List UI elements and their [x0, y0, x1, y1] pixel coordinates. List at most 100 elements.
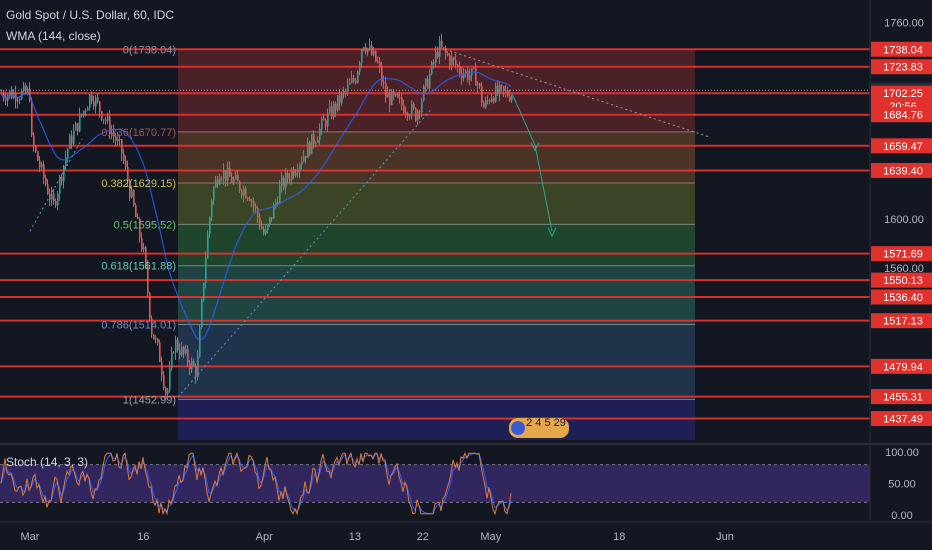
- candle-body: [499, 85, 501, 94]
- price-tag-text-3: 1702.25: [883, 88, 923, 100]
- candle-body: [293, 169, 295, 176]
- fib-zone-3: [178, 224, 695, 266]
- candle-body: [319, 128, 321, 140]
- candle-body: [19, 98, 21, 101]
- candle-body: [251, 200, 253, 202]
- candle-body: [295, 172, 297, 176]
- candle-body: [463, 74, 465, 79]
- candle-body: [351, 78, 353, 83]
- candle-body: [101, 111, 103, 120]
- candle-body: [441, 40, 443, 48]
- candle-body: [347, 84, 349, 91]
- candle-body: [21, 90, 23, 99]
- candle-body: [335, 103, 337, 111]
- candle-body: [361, 50, 363, 63]
- candle-body: [303, 156, 305, 162]
- price-tag-text-8: 1550.13: [883, 275, 923, 287]
- fib-label-1: 0.236(1670.77): [101, 127, 176, 139]
- candle-body: [177, 339, 179, 351]
- fibonacci-zones: [178, 48, 695, 440]
- candle-body: [473, 68, 475, 70]
- support-trendline: [177, 107, 433, 398]
- stoch-tick-2: 0.00: [891, 510, 912, 522]
- candle-body: [491, 97, 493, 102]
- candle-body: [345, 90, 347, 92]
- time-axis[interactable]: Mar 16 Apr 13 22 May 18 Jun: [0, 521, 932, 543]
- candle-body: [39, 160, 41, 168]
- events-badge[interactable]: 2 4 5 29: [509, 417, 569, 438]
- candle-body: [41, 163, 43, 168]
- price-axis[interactable]: 1760.001600.001560.001738.041723.831704.…: [869, 0, 932, 520]
- candle-body: [487, 100, 489, 102]
- chart-title: Gold Spot / U.S. Dollar, 60, IDC: [6, 8, 175, 22]
- fib-label-0: 0(1738.04): [123, 44, 176, 56]
- candle-body: [215, 179, 217, 188]
- candle-body: [5, 97, 7, 101]
- price-tag-11: [871, 358, 932, 374]
- candle-body: [437, 51, 439, 57]
- arrowhead-1: [530, 142, 540, 152]
- candle-body: [321, 118, 323, 129]
- candle-body: [93, 101, 95, 107]
- candle-body: [413, 104, 415, 109]
- candle-body: [31, 100, 33, 136]
- price-tag-7: [871, 246, 932, 262]
- candle-body: [153, 334, 155, 340]
- drawing-annotations: [29, 48, 709, 398]
- candle-body: [349, 82, 351, 85]
- candle-body: [271, 217, 273, 219]
- candle-body: [225, 170, 227, 181]
- candle-body: [461, 73, 463, 79]
- candle-body: [357, 71, 359, 83]
- candle-body: [25, 85, 27, 93]
- projection-arrow-2: [534, 145, 553, 232]
- candle-body: [277, 202, 279, 204]
- candle-body: [247, 198, 249, 200]
- projection-arrow-1: [511, 93, 536, 146]
- candle-body: [261, 226, 263, 229]
- candle-body: [257, 208, 259, 218]
- candle-body: [299, 164, 301, 172]
- candle-body: [379, 62, 381, 67]
- candle-body: [315, 142, 317, 145]
- candle-body: [71, 135, 73, 144]
- candle-body: [427, 78, 429, 89]
- candle-body: [259, 217, 261, 227]
- candle-body: [97, 97, 99, 102]
- price-tag-text-4: 1684.76: [883, 110, 923, 122]
- resistance-trendline: [444, 48, 709, 138]
- candle-body: [185, 349, 187, 354]
- candle-body: [255, 206, 257, 209]
- price-tag-text-1: 1723.83: [883, 62, 923, 74]
- candle-body: [125, 161, 127, 168]
- candle-body: [249, 198, 251, 201]
- candle-body: [269, 217, 271, 225]
- candle-body: [341, 92, 343, 104]
- candle-body: [221, 178, 223, 180]
- candle-body: [455, 59, 457, 66]
- candle-body: [135, 205, 137, 217]
- candle-body: [111, 131, 113, 135]
- candle-body: [363, 47, 365, 51]
- candle-body: [245, 188, 247, 199]
- time-tick-1: 16: [137, 531, 149, 543]
- price-tag-text-0: 1738.04: [883, 44, 923, 56]
- candle-body: [205, 258, 207, 283]
- price-tag-text-10: 1517.13: [883, 316, 923, 328]
- price-candles: [1, 33, 513, 400]
- candle-body: [415, 108, 417, 121]
- candle-body: [199, 327, 201, 357]
- candle-body: [51, 193, 53, 200]
- fib-zone-4: [178, 265, 695, 325]
- candle-body: [123, 153, 125, 162]
- candle-body: [497, 85, 499, 94]
- candle-body: [107, 116, 109, 121]
- candle-body: [367, 48, 369, 52]
- price-tag-9: [871, 289, 932, 305]
- fib-zone-extension: [178, 399, 695, 440]
- candle-body: [281, 177, 283, 186]
- candle-body: [403, 105, 405, 113]
- stoch-label: Stoch (14, 3, 3): [6, 455, 89, 469]
- candle-body: [109, 116, 111, 135]
